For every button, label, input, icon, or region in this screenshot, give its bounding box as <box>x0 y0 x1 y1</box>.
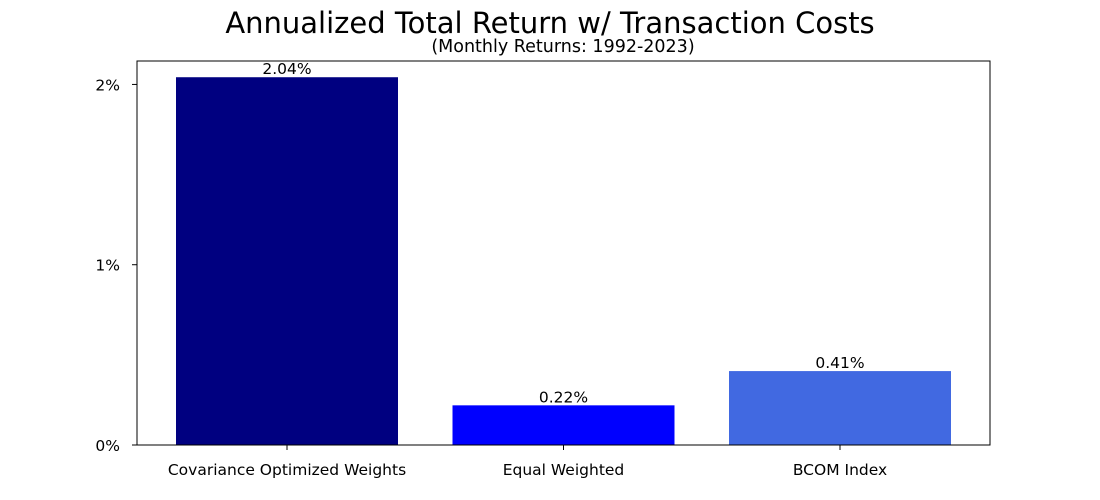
chart-title: Annualized Total Return w/ Transaction C… <box>225 6 874 40</box>
y-axis: 0% 1% 2% <box>95 76 137 455</box>
bar-value-label: 2.04% <box>262 60 311 78</box>
bar-value-label: 0.22% <box>539 388 588 406</box>
bars-layer <box>176 77 951 446</box>
x-tick-label: Equal Weighted <box>503 461 625 479</box>
plot-frame <box>136 60 991 446</box>
bar-value-labels: 2.04% 0.22% 0.41% <box>262 60 864 406</box>
x-tick-label: BCOM Index <box>793 461 887 479</box>
x-axis: Covariance Optimized Weights Equal Weight… <box>168 445 887 479</box>
bar-value-label: 0.41% <box>815 354 864 372</box>
bar-3 <box>729 371 951 445</box>
chart-subtitle: (Monthly Returns: 1992-2023) <box>431 37 694 57</box>
y-tick-label: 2% <box>95 76 120 94</box>
y-tick-label: 1% <box>95 257 120 275</box>
x-tick-label: Covariance Optimized Weights <box>168 461 406 479</box>
bar-1 <box>176 77 398 446</box>
bar-2 <box>452 405 675 445</box>
y-tick-label: 0% <box>95 437 120 455</box>
